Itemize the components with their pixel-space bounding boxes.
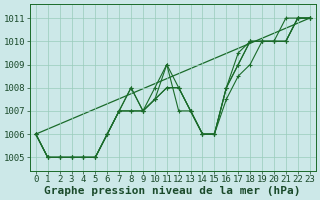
X-axis label: Graphe pression niveau de la mer (hPa): Graphe pression niveau de la mer (hPa) [44,186,301,196]
